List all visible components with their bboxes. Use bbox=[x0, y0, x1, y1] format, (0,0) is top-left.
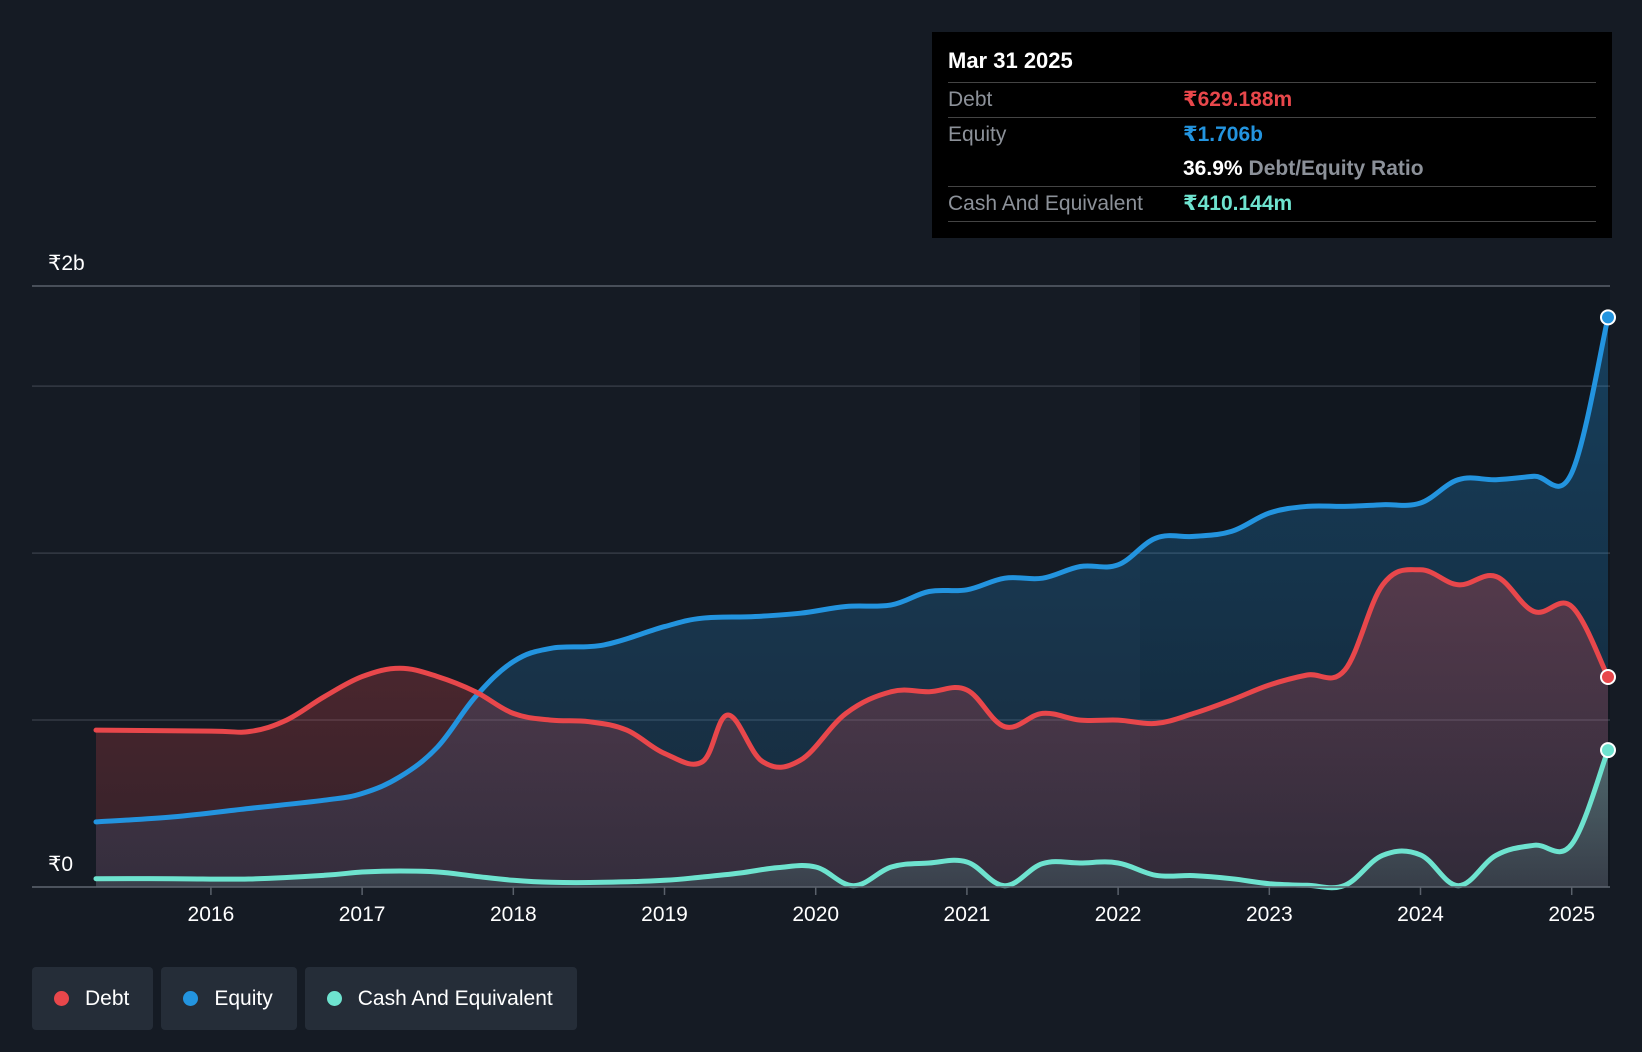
tooltip-date: Mar 31 2025 bbox=[948, 46, 1596, 83]
tooltip: Mar 31 2025 Debt ₹629.188m Equity ₹1.706… bbox=[932, 32, 1612, 238]
equity-line bbox=[93, 314, 1611, 825]
legend-item-cash[interactable]: Cash And Equivalent bbox=[304, 967, 577, 1030]
tooltip-cash-label: Cash And Equivalent bbox=[948, 192, 1143, 215]
debt-dot-icon bbox=[54, 991, 69, 1006]
equity-dot-icon bbox=[183, 991, 199, 1006]
equity-end-point bbox=[1600, 309, 1616, 326]
debt-area bbox=[96, 569, 1608, 887]
tooltip-cash-value: ₹410.144m bbox=[1183, 192, 1293, 215]
x-tick-label: 2018 bbox=[490, 903, 537, 926]
tooltip-ratio-spacer bbox=[948, 152, 1183, 186]
cash-line bbox=[93, 747, 1611, 891]
x-tick-label: 2021 bbox=[944, 903, 991, 926]
y-tick-label-top: ₹2b bbox=[48, 252, 85, 275]
tooltip-equity-label: Equity bbox=[948, 123, 1007, 146]
tooltip-ratio-row: 36.9% Debt/Equity Ratio bbox=[948, 152, 1596, 187]
x-tick-label: 2023 bbox=[1246, 903, 1293, 926]
cash-end-point bbox=[1600, 742, 1616, 759]
x-tick-label: 2024 bbox=[1397, 903, 1444, 926]
tooltip-debt-value: ₹629.188m bbox=[1183, 88, 1293, 111]
tooltip-equity-value: ₹1.706b bbox=[1183, 123, 1263, 146]
legend-equity-label: Equity bbox=[214, 986, 273, 1010]
cash-dot-icon bbox=[326, 991, 342, 1006]
debt-line bbox=[93, 567, 1611, 770]
legend-debt-label: Debt bbox=[85, 986, 130, 1010]
legend-item-debt[interactable]: Debt bbox=[32, 967, 154, 1030]
x-tick-label: 2016 bbox=[188, 903, 235, 926]
x-tick-label: 2019 bbox=[641, 903, 688, 926]
x-tick-label: 2020 bbox=[792, 903, 839, 926]
debt-end-point bbox=[1600, 668, 1616, 685]
tooltip-debt-row: Debt ₹629.188m bbox=[948, 83, 1596, 118]
legend-cash-label: Cash And Equivalent bbox=[357, 986, 553, 1010]
y-tick-label-zero: ₹0 bbox=[48, 853, 73, 876]
x-tick-label: 2022 bbox=[1095, 903, 1142, 926]
tooltip-debt-label: Debt bbox=[948, 88, 993, 111]
tooltip-ratio-value: 36.9% bbox=[1183, 157, 1243, 180]
legend-item-equity[interactable]: Equity bbox=[161, 967, 297, 1030]
tooltip-cash-row: Cash And Equivalent ₹410.144m bbox=[948, 187, 1596, 222]
tooltip-ratio-label: Debt/Equity Ratio bbox=[1248, 157, 1424, 180]
x-tick-label: 2025 bbox=[1548, 903, 1595, 926]
legend: Debt Equity Cash And Equivalent bbox=[32, 967, 577, 1030]
tooltip-equity-row: Equity ₹1.706b bbox=[948, 118, 1596, 152]
x-tick-label: 2017 bbox=[339, 903, 386, 926]
